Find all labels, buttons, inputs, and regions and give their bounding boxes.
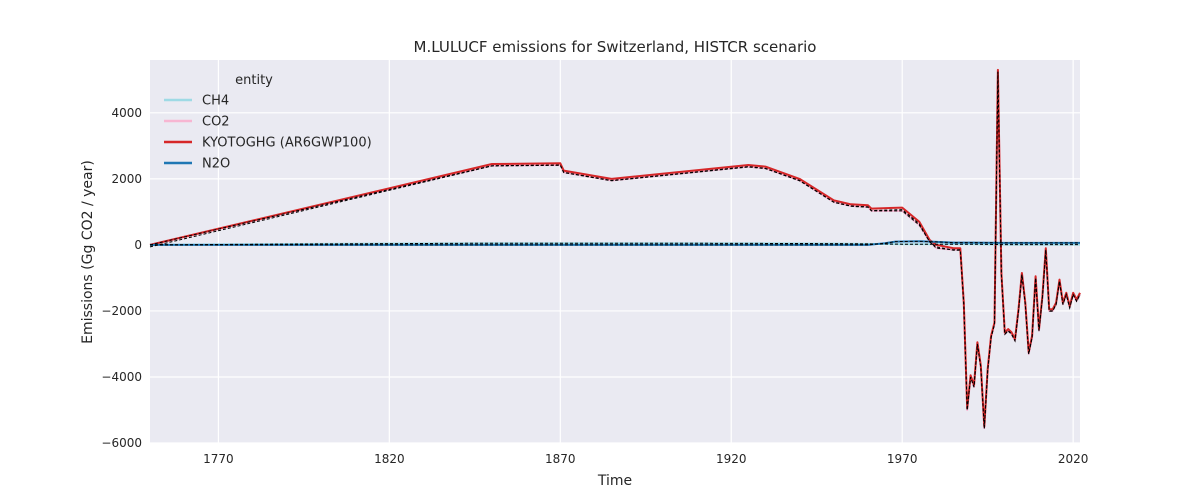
legend-label: KYOTOGHG (AR6GWP100) [202, 136, 372, 151]
y-tick-label: −2000 [101, 304, 142, 318]
legend-label: CH4 [202, 94, 229, 109]
x-tick-label: 1970 [887, 452, 918, 466]
chart-title: M.LULUCF emissions for Switzerland, HIST… [414, 38, 817, 56]
dashed-line-ch4 [149, 242, 1080, 246]
legend-label: CO2 [202, 115, 230, 130]
y-tick-label: −6000 [101, 436, 142, 450]
y-tick-label: 4000 [111, 106, 142, 120]
dashed-line-kyotoghg-ar6gwp100 [149, 71, 1081, 429]
dashed-overlay-lines [149, 71, 1081, 429]
y-tick-label: 0 [134, 238, 142, 252]
y-axis-label: Emissions (Gg CO2 / year) [80, 160, 96, 344]
x-tick-label: 2020 [1058, 452, 1089, 466]
x-tick-label: 1820 [374, 452, 405, 466]
x-axis-label: Time [597, 473, 632, 489]
legend-label: N2O [202, 157, 230, 172]
legend-title: entity [235, 73, 273, 88]
x-tick-label: 1870 [545, 452, 576, 466]
legend: entity CH4 CO2 KYOTOGHG (AR6GWP100) N2O [164, 73, 372, 172]
dashed-line-n2o [150, 240, 1080, 246]
x-tick-label: 1770 [203, 452, 234, 466]
x-tick-label: 1920 [716, 452, 747, 466]
y-tick-label: 2000 [111, 172, 142, 186]
tick-labels: 1770 1820 1870 1920 1970 2020 −6000 −4000 −2000 0… [101, 106, 1088, 466]
plot-background [150, 60, 1080, 443]
y-tick-label: −4000 [101, 370, 142, 384]
